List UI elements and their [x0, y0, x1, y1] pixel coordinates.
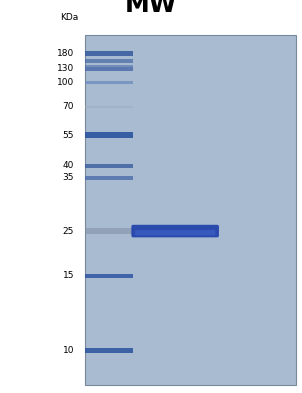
FancyBboxPatch shape — [85, 274, 133, 278]
FancyBboxPatch shape — [85, 35, 296, 385]
Text: 35: 35 — [63, 173, 74, 182]
Text: 180: 180 — [57, 49, 74, 57]
Text: 70: 70 — [63, 103, 74, 111]
FancyBboxPatch shape — [85, 348, 133, 353]
Text: 55: 55 — [63, 131, 74, 140]
Text: 40: 40 — [63, 162, 74, 170]
FancyBboxPatch shape — [85, 67, 133, 70]
Text: KDa: KDa — [60, 13, 79, 22]
FancyBboxPatch shape — [85, 64, 133, 67]
FancyBboxPatch shape — [85, 132, 133, 138]
FancyBboxPatch shape — [135, 230, 215, 235]
Text: 10: 10 — [63, 346, 74, 355]
Text: 15: 15 — [63, 272, 74, 280]
FancyBboxPatch shape — [85, 81, 133, 84]
Text: MW: MW — [125, 0, 177, 17]
Text: 25: 25 — [63, 227, 74, 235]
Text: 100: 100 — [57, 78, 74, 87]
FancyBboxPatch shape — [131, 225, 219, 237]
FancyBboxPatch shape — [85, 228, 133, 234]
FancyBboxPatch shape — [85, 50, 133, 55]
FancyBboxPatch shape — [85, 176, 133, 180]
Text: 130: 130 — [57, 64, 74, 73]
FancyBboxPatch shape — [85, 105, 133, 108]
FancyBboxPatch shape — [85, 163, 133, 168]
FancyBboxPatch shape — [85, 59, 133, 62]
